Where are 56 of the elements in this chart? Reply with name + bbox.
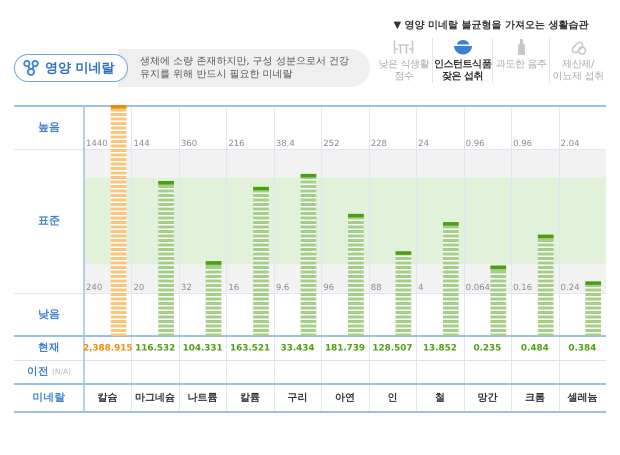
category-label: 구리 (288, 392, 308, 404)
data-label: 0.484 (520, 343, 549, 354)
category-label: 셀레늄 (566, 392, 598, 404)
text: 제산제/이뇨제 섭취 (552, 59, 604, 83)
text: 216 (228, 139, 245, 150)
category-label: 낮음 (38, 307, 60, 320)
text: 24 (418, 139, 430, 150)
data-label: 116.532 (135, 343, 176, 354)
text: 20 (133, 282, 144, 293)
text: 16 (228, 282, 240, 293)
category-label: 마그네슘 (135, 392, 176, 404)
category-label: 철 (434, 392, 445, 404)
data-label: 13.852 (422, 343, 457, 354)
category-label: 크롬 (524, 392, 545, 404)
category-label: 망간 (477, 392, 498, 404)
category-label: 인 (387, 392, 398, 404)
text: ▼ 영양 미네랄 불균형을 가져오는 생활습관 (392, 19, 590, 32)
data-label: 33.434 (280, 343, 315, 354)
text: 252 (323, 139, 340, 150)
category-label: 높음 (38, 120, 60, 134)
text: 88 (370, 282, 382, 293)
text: 생체에 소량 존재하지만, 구성 성분으로서 건강 유지를 위해 반드시 필요한 미네랄 (140, 55, 350, 81)
data-label: 104.331 (182, 343, 223, 354)
category-label: 칼륨 (240, 392, 260, 404)
data-label: 163.521 (230, 343, 270, 354)
text: 현재 (38, 342, 60, 354)
text: 1440 (86, 139, 108, 150)
text: 영양 미네랄 (45, 60, 115, 77)
text: 228 (370, 139, 387, 150)
category-label: 아연 (335, 392, 355, 404)
text: 144 (133, 139, 150, 150)
data-label: 2,388.915 (82, 343, 132, 354)
text: 0.96 (513, 139, 532, 150)
text: 과도한 음주 (496, 59, 547, 71)
text: 360 (180, 139, 198, 150)
text: 2.04 (560, 139, 580, 150)
category-label: 나트륨 (188, 392, 218, 404)
text: 미네랄 (32, 392, 66, 404)
text: 32 (180, 282, 192, 293)
text: 96 (323, 282, 334, 293)
text: 38.4 (276, 139, 295, 150)
data-label: 0.384 (568, 343, 596, 354)
text: 4 (418, 282, 424, 293)
data-label: 181.739 (324, 343, 366, 354)
text: 0.064 (466, 282, 490, 293)
text: 0.24 (560, 282, 580, 293)
text: 인스턴트식품 잦은 섭취 (434, 59, 492, 83)
category-label: 칼슘 (98, 392, 118, 404)
text: 낮은 식생활 점수 (378, 59, 430, 83)
text: 0.96 (466, 139, 485, 150)
data-label: 0.235 (473, 343, 502, 354)
data-label: 128.507 (372, 343, 412, 354)
text: 0.16 (513, 282, 532, 293)
text: 9.6 (276, 282, 290, 293)
category-label: 표준 (38, 214, 60, 227)
text: 240 (86, 282, 102, 293)
